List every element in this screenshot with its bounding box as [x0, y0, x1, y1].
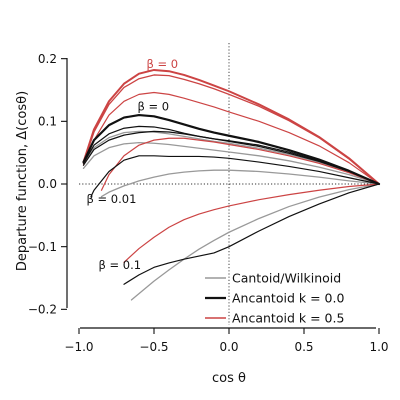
x-tick-label: −1.0	[64, 340, 93, 354]
series-line-8	[90, 155, 380, 198]
series-line-4	[123, 183, 380, 263]
x-tick-label: −0.5	[139, 340, 168, 354]
series-line-7	[82, 130, 380, 185]
y-tick-label: −0.2	[28, 303, 57, 317]
legend-label: Ancantoid k = 0.0	[232, 291, 344, 306]
x-tick-label: 0.0	[219, 340, 238, 354]
annotations: β = 0 β = 0 β = 0.01 β = 0.1	[87, 57, 179, 272]
series-line-0	[82, 68, 380, 185]
series-line-13	[130, 183, 380, 301]
x-axis-label: cos θ	[212, 371, 246, 386]
series-line-1	[82, 74, 380, 185]
series-line-12	[100, 169, 380, 198]
series-lines	[82, 68, 381, 301]
legend-label: Ancantoid k = 0.5	[232, 311, 344, 326]
beta-annotation: β = 0.1	[99, 258, 142, 272]
series-line-3	[100, 137, 380, 191]
legend: Cantoid/Wilkinoid Ancantoid k = 0.0 Ancant…	[205, 271, 344, 326]
x-tick-label: 0.5	[294, 340, 313, 354]
beta-annotation: β = 0	[147, 57, 179, 71]
reference-lines	[79, 43, 379, 325]
series-line-10	[82, 130, 380, 185]
y-tick-label: 0.1	[38, 115, 57, 129]
axes	[66, 58, 376, 329]
y-axis-label: Departure function, Δ(cosθ)	[15, 91, 30, 271]
series-line-11	[82, 141, 380, 185]
beta-annotation: β = 0	[138, 100, 170, 114]
legend-label: Cantoid/Wilkinoid	[232, 271, 341, 286]
beta-annotation: β = 0.01	[87, 192, 137, 206]
x-tick-label: 1.0	[369, 340, 388, 354]
series-line-2	[82, 91, 380, 185]
y-tick-label: −0.1	[28, 240, 57, 254]
tick-labels: −0.2 −0.1 0.0 0.1 0.2 −1.0 −0.5 0.0 0.5 1.0	[28, 52, 389, 354]
y-tick-label: 0.2	[38, 52, 57, 66]
y-tick-label: 0.0	[38, 177, 57, 191]
series-line-9	[123, 183, 380, 285]
series-line-5	[82, 113, 381, 186]
